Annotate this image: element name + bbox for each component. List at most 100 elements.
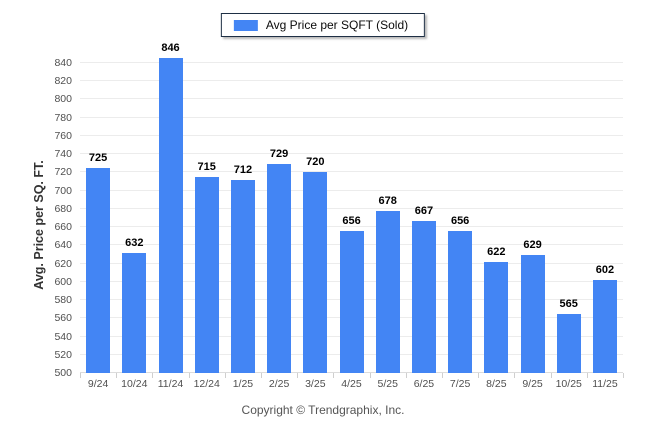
bar-value-label-11/25: 602 (595, 264, 615, 276)
x-tick-label-11/25: 11/25 (592, 378, 618, 390)
bar-cell-7/25: 656 (442, 47, 478, 373)
bar-cell-10/24: 632 (116, 47, 152, 373)
bar-value-label-8/25: 622 (487, 245, 506, 258)
x-axis-tick-mark (189, 373, 190, 378)
y-tick-label-740: 740 (54, 148, 72, 161)
y-tick-label-660: 660 (54, 221, 72, 234)
x-axis-tick-mark (297, 373, 298, 378)
bar-value-label-7/25: 656 (450, 214, 470, 227)
x-axis-tick-mark (551, 373, 552, 378)
bar-8/25 (484, 261, 509, 373)
bar-value-label-11/24: 846 (161, 41, 180, 54)
gridline-720 (80, 171, 623, 173)
bar-cell-12/24: 715 (189, 47, 225, 373)
y-tick-label-580: 580 (54, 294, 72, 307)
y-tick-label-520: 520 (54, 348, 72, 361)
gridline-680 (80, 207, 623, 209)
y-tick-label-500: 500 (54, 367, 72, 379)
bar-cell-9/24: 725 (80, 47, 116, 373)
gridline-700 (80, 189, 623, 191)
bar-value-label-10/24: 632 (125, 236, 144, 249)
x-axis-tick-mark (80, 373, 81, 378)
x-tick-label-4/25: 4/25 (341, 378, 362, 390)
legend-swatch-icon (233, 19, 258, 31)
bar-value-label-1/25: 712 (233, 163, 253, 176)
x-tick-label-7/25: 7/25 (449, 378, 471, 390)
x-axis-tick-mark (225, 373, 226, 378)
bar-value-label-10/25: 565 (559, 297, 578, 310)
y-tick-label-700: 700 (54, 184, 72, 197)
y-tick-label-540: 540 (54, 330, 72, 343)
y-tick-label-640: 640 (54, 239, 72, 252)
gridline-840 (80, 62, 623, 63)
x-tick-label-12/24: 12/24 (193, 378, 220, 390)
x-tick-label-8/25: 8/25 (486, 378, 507, 390)
legend-label: Avg Price per SQFT (Sold) (265, 18, 409, 32)
bar-12/24 (194, 176, 219, 373)
bar-2/25 (267, 164, 292, 373)
bar-value-label-9/25: 629 (523, 239, 542, 252)
bar-value-label-9/24: 725 (88, 151, 108, 164)
gridline-780 (80, 116, 623, 118)
gridline-740 (80, 153, 623, 155)
y-tick-label-760: 760 (54, 129, 72, 142)
y-tick-label-840: 840 (54, 57, 72, 69)
bar-value-label-3/25: 720 (306, 156, 325, 169)
x-tick-label-11/24: 11/24 (157, 378, 184, 390)
y-tick-label-720: 720 (54, 166, 72, 179)
bar-series: 725 632 846 715 712 729 720 656 678 667 656 622 629 5… (80, 42, 623, 373)
y-tick-label-800: 800 (54, 93, 72, 106)
bar-value-label-6/25: 667 (414, 204, 434, 217)
bar-11/25 (592, 280, 617, 373)
x-tick-label-3/25: 3/25 (305, 378, 326, 390)
bar-5/25 (375, 210, 400, 373)
bar-3/25 (303, 172, 328, 373)
x-axis-tick-mark (442, 373, 443, 378)
x-axis-tick-mark (514, 373, 515, 378)
plot-area: 500 520 540 560 580 600 620 640 660 680 700 720 740 7… (54, 42, 624, 379)
bar-value-label-2/25: 729 (269, 148, 289, 161)
x-axis-tick-mark (478, 373, 479, 378)
bar-cell-10/25: 565 (551, 47, 587, 373)
bar-cell-11/25: 602 (587, 47, 623, 373)
y-tick-label-560: 560 (54, 312, 72, 325)
x-axis-tick-mark (370, 373, 371, 378)
y-tick-label-820: 820 (54, 75, 72, 88)
gridline-800 (80, 98, 623, 100)
x-tick-label-9/24: 9/24 (87, 378, 109, 390)
gridline-820 (80, 80, 623, 82)
x-tick-label-10/25: 10/25 (555, 378, 582, 390)
x-axis-tick-mark (152, 373, 153, 378)
y-tick-label-620: 620 (54, 257, 72, 270)
gridline-660 (80, 226, 623, 228)
x-axis-tick-mark (623, 373, 624, 378)
bar-cell-11/24: 846 (152, 42, 188, 373)
bar-cell-6/25: 667 (406, 47, 442, 373)
x-axis-tick-mark (116, 373, 117, 378)
bar-7/25 (448, 230, 473, 373)
bar-cell-2/25: 729 (261, 47, 297, 373)
bar-9/25 (520, 255, 545, 373)
bar-cell-3/25: 720 (297, 47, 333, 373)
bar-value-label-5/25: 678 (378, 194, 397, 207)
x-tick-label-6/25: 6/25 (413, 378, 435, 390)
y-tick-label-600: 600 (54, 275, 72, 288)
bar-4/25 (339, 230, 364, 373)
bar-cell-5/25: 678 (370, 47, 406, 373)
legend: Avg Price per SQFT (Sold) (220, 13, 426, 37)
y-tick-label-780: 780 (54, 111, 72, 124)
x-tick-label-1/25: 1/25 (232, 378, 254, 390)
x-tick-label-9/25: 9/25 (522, 378, 543, 390)
bar-6/25 (411, 220, 436, 373)
bar-cell-8/25: 622 (478, 47, 514, 373)
bar-value-label-4/25: 656 (342, 214, 361, 227)
bar-10/24 (122, 252, 147, 373)
x-tick-label-2/25: 2/25 (268, 378, 290, 390)
y-tick-label-680: 680 (54, 202, 72, 215)
bar-cell-9/25: 629 (514, 47, 550, 373)
x-axis-tick-mark (333, 373, 334, 378)
x-axis-tick-mark (406, 373, 407, 378)
bar-value-label-12/24: 715 (197, 160, 216, 173)
bar-1/25 (230, 179, 255, 373)
